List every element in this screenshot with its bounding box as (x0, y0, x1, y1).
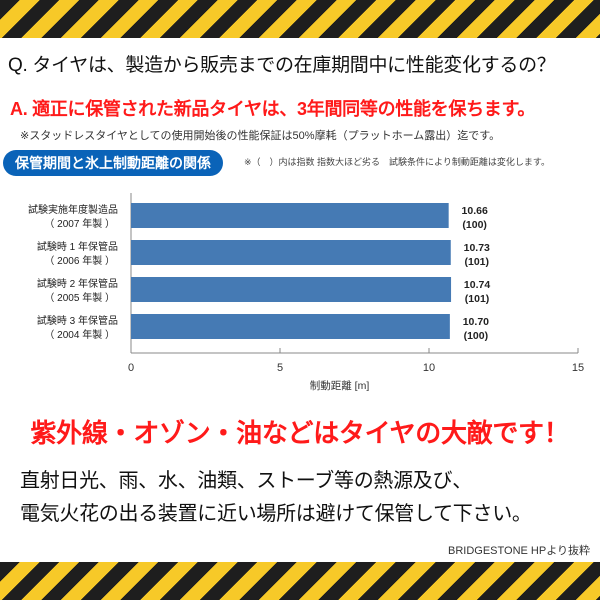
category-year-label: （ 2005 年製 ） (44, 291, 115, 304)
value-label: 10.73 (464, 242, 490, 254)
question-heading: Q. タイヤは、製造から販売までの在庫期間中に性能変化するの？ (8, 55, 556, 76)
bar (131, 314, 450, 339)
value-label: 10.66 (462, 205, 488, 217)
bar (131, 203, 449, 228)
chart-title: 保管期間と氷上制動距離の関係 (3, 150, 223, 176)
answer-note: ※スタッドレスタイヤとしての使用開始後の性能保証は50%摩耗（プラットホーム露出… (20, 130, 501, 142)
index-label: (101) (464, 256, 489, 268)
index-label: (101) (465, 293, 490, 305)
bar (131, 240, 451, 265)
category-year-label: （ 2006 年製 ） (44, 254, 115, 267)
hazard-stripes-top (0, 0, 600, 38)
value-label: 10.74 (464, 279, 490, 291)
category-label: 試験時 1 年保管品 (37, 240, 118, 253)
advice-line-2: 電気火花の出る装置に近い場所は避けて保管して下さい。 (20, 503, 532, 525)
source-credit: BRIDGESTONE HPより抜粋 (448, 545, 590, 557)
value-label: 10.70 (463, 316, 489, 328)
category-label: 試験時 2 年保管品 (37, 277, 118, 290)
index-label: (100) (464, 330, 489, 342)
advice-line-1: 直射日光、雨、水、油類、ストーブ等の熱源及び、 (20, 470, 472, 492)
hazard-stripes-bottom (0, 562, 600, 600)
answer-heading: A. 適正に保管された新品タイヤは、3年間同等の性能を保ちます。 (10, 99, 536, 119)
category-label: 試験時 3 年保管品 (37, 314, 118, 327)
index-label: (100) (462, 219, 487, 231)
warning-text: 紫外線・オゾン・油などはタイヤの大敵です！ (30, 418, 570, 448)
x-tick-label: 15 (572, 362, 584, 374)
x-tick-label: 5 (277, 362, 283, 374)
category-label: 試験実施年度製造品 (28, 203, 118, 216)
category-year-label: （ 2007 年製 ） (44, 217, 115, 230)
x-tick-label: 0 (128, 362, 134, 374)
category-year-label: （ 2004 年製 ） (44, 328, 115, 341)
x-axis-label: 制動距離 [m] (310, 379, 370, 392)
chart-note: ※（ ）内は指数 指数大ほど劣る 試験条件により制動距離は変化します。 (244, 157, 550, 167)
x-tick-label: 10 (423, 362, 435, 374)
bar (131, 277, 452, 302)
